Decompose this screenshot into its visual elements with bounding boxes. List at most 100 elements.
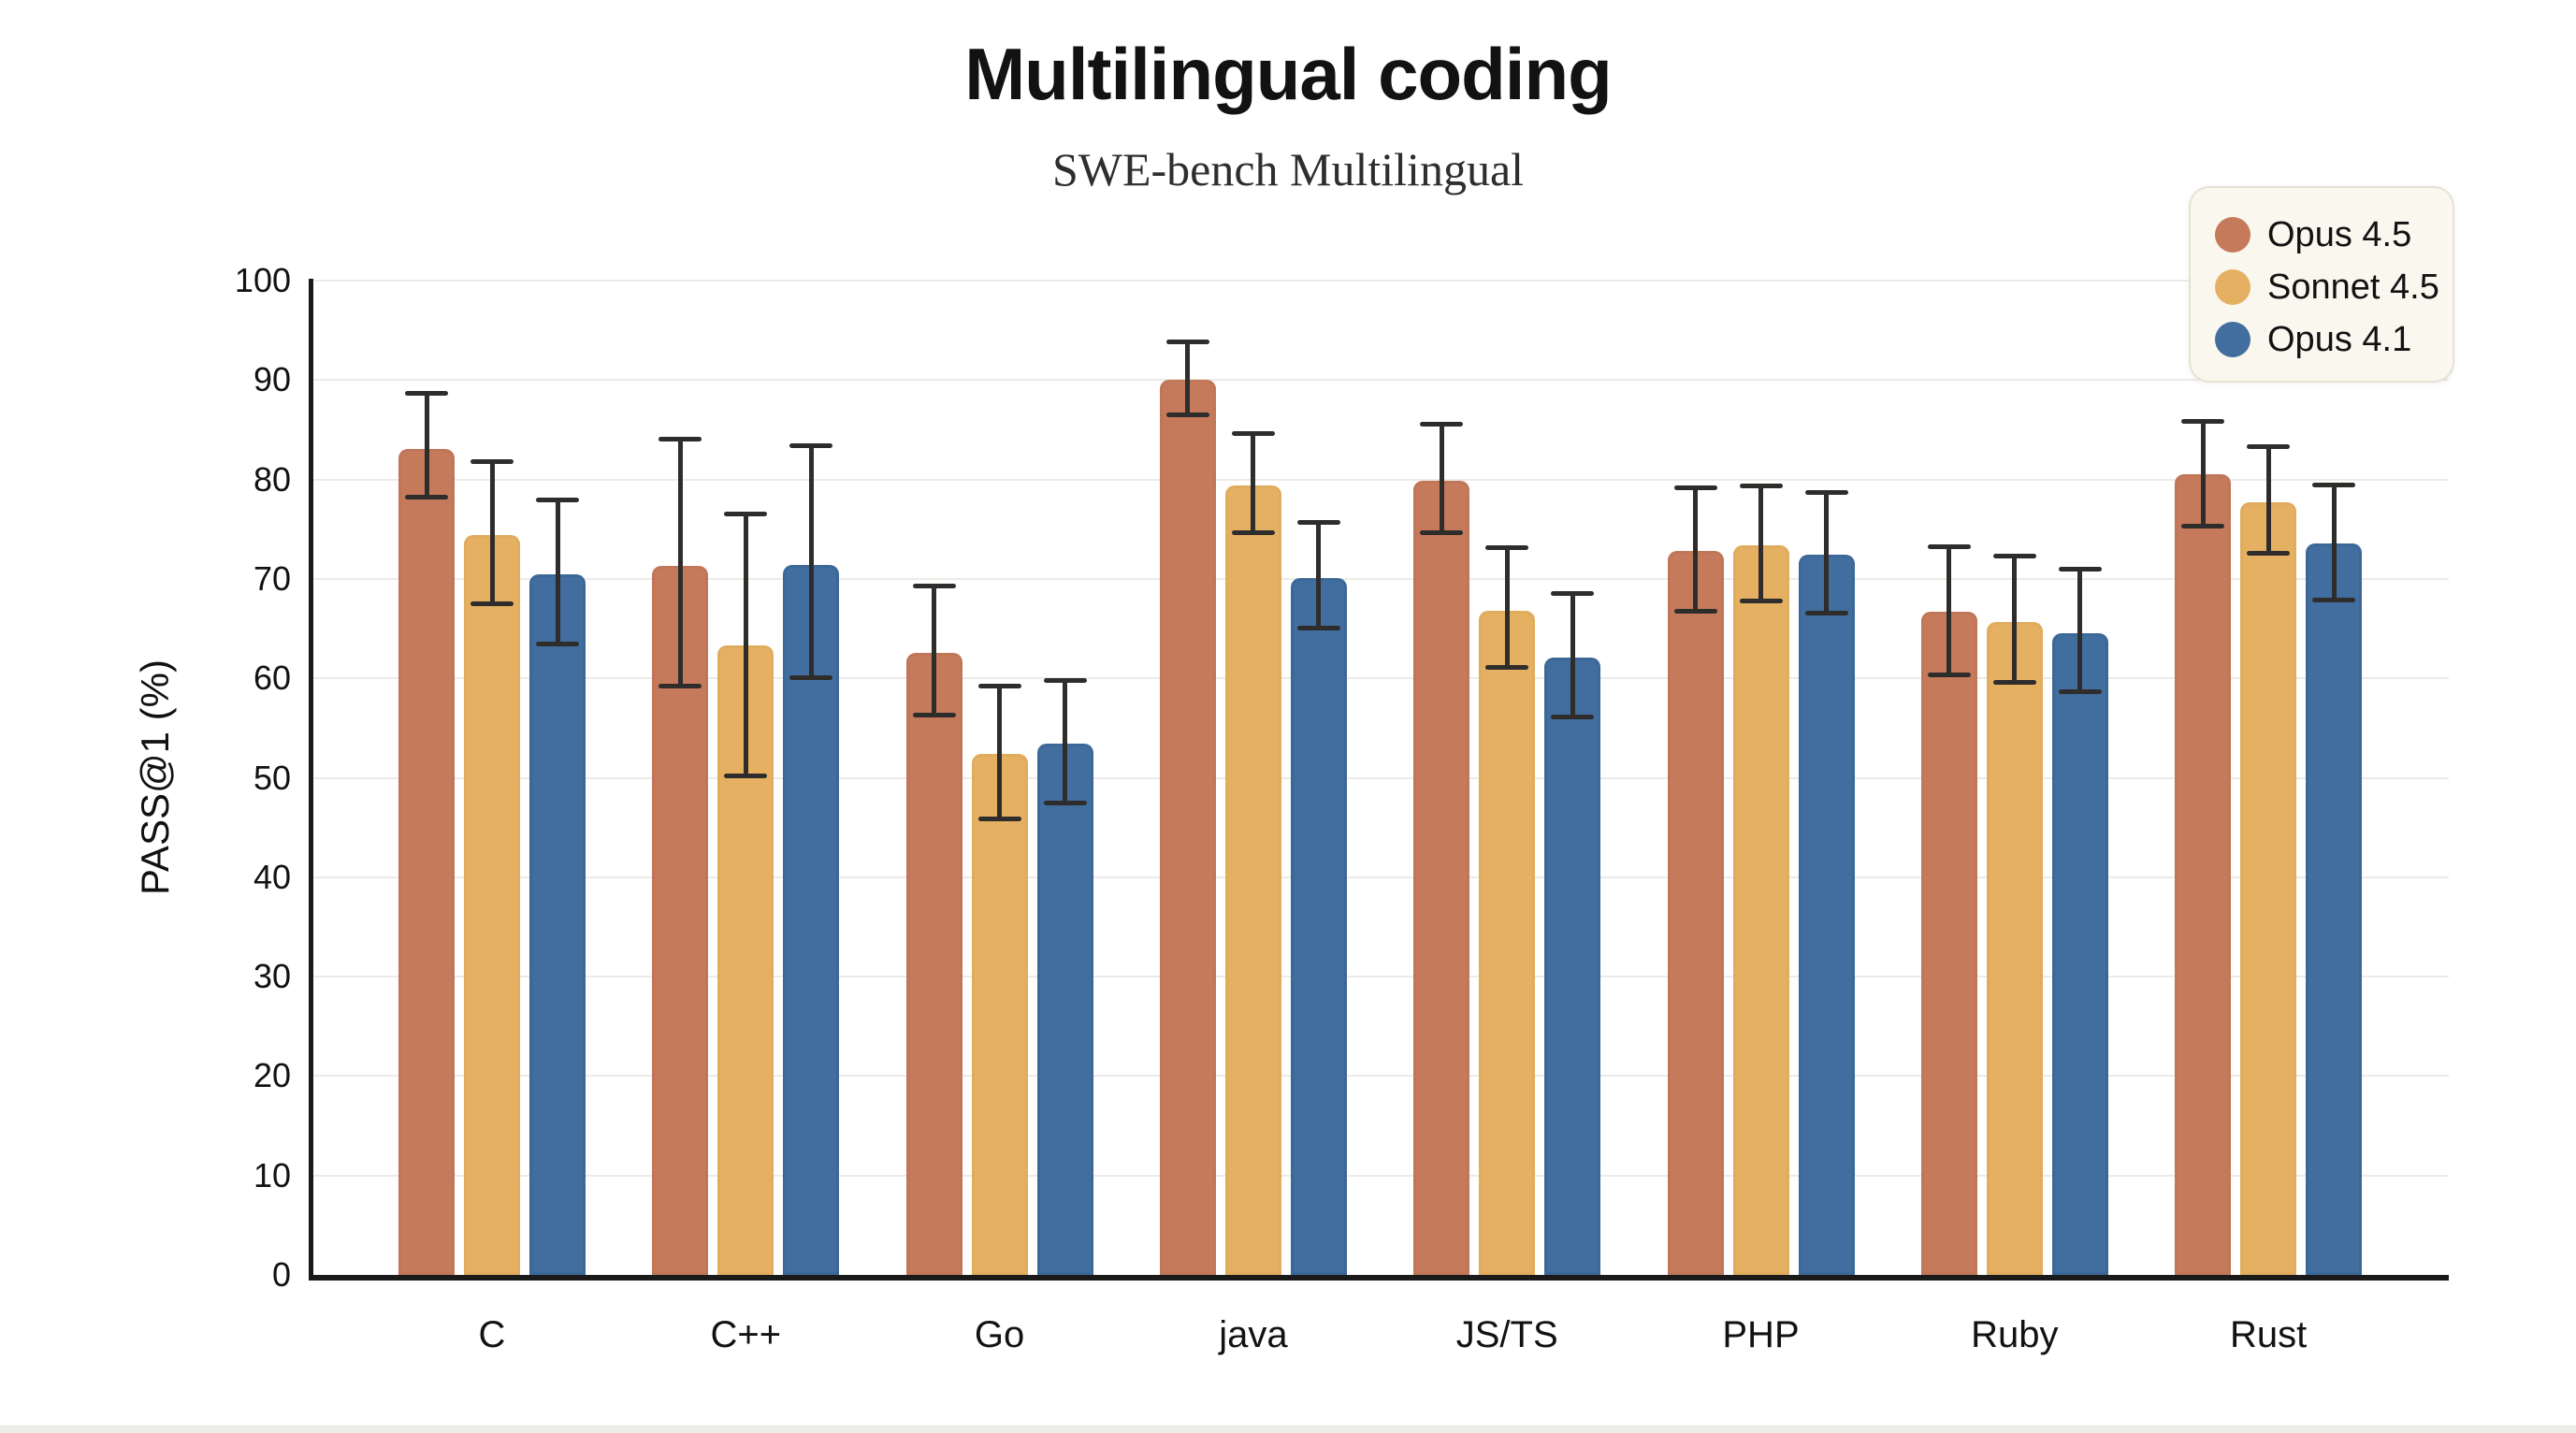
bar-opus-4-1-c-	[783, 565, 840, 1275]
error-bar	[555, 497, 560, 647]
gridline	[311, 776, 2449, 779]
error-cap-bottom	[1043, 801, 1087, 806]
error-cap-bottom	[405, 494, 448, 499]
bar-opus-4-1-php	[1798, 555, 1855, 1275]
error-bar	[808, 443, 814, 681]
bar-opus-4-5-js-ts	[1413, 480, 1470, 1275]
y-tick-label: 60	[253, 659, 291, 698]
error-bar	[932, 584, 937, 717]
error-cap-bottom	[2312, 598, 2356, 603]
bar-opus-4-1-ruby	[2051, 633, 2108, 1275]
error-cap-bottom	[470, 601, 514, 606]
x-tick-label: Go	[974, 1314, 1025, 1355]
error-cap-bottom	[1231, 530, 1275, 536]
error-cap-top	[2312, 482, 2356, 487]
y-tick-label: 100	[234, 261, 291, 299]
error-cap-bottom	[912, 712, 956, 717]
error-bar	[997, 683, 1003, 822]
error-cap-top	[1420, 421, 1464, 427]
error-bar	[1504, 544, 1510, 670]
bar-sonnet-4-5-c	[464, 535, 520, 1275]
bar-sonnet-4-5-js-ts	[1479, 610, 1536, 1275]
chart-subtitle: SWE-bench Multilingual	[1051, 143, 1525, 195]
error-cap-bottom	[1927, 673, 1971, 678]
gridline	[311, 1174, 2449, 1177]
error-bar	[1251, 430, 1256, 536]
error-cap-top	[536, 497, 579, 502]
bar-sonnet-4-5-rust	[2240, 502, 2297, 1275]
error-cap-bottom	[1739, 599, 1783, 604]
error-cap-bottom	[724, 773, 768, 778]
error-cap-top	[1485, 544, 1529, 550]
legend-item: Sonnet 4.5	[2191, 261, 2453, 313]
plot-area	[309, 279, 2449, 1281]
error-cap-top	[1043, 678, 1087, 684]
y-tick-label: 10	[253, 1155, 291, 1194]
x-tick-label: Ruby	[1971, 1314, 2059, 1355]
bar-sonnet-4-5-java	[1224, 485, 1281, 1275]
error-bar	[2012, 554, 2018, 685]
gridline	[311, 280, 2449, 282]
legend-label: Opus 4.1	[2267, 320, 2412, 359]
error-cap-top	[724, 511, 768, 516]
error-cap-top	[789, 443, 833, 449]
error-bar	[2331, 482, 2337, 603]
bar-opus-4-5-php	[1667, 551, 1724, 1275]
error-bar	[677, 436, 683, 688]
error-cap-top	[2181, 418, 2225, 424]
bar-opus-4-1-rust	[2306, 543, 2363, 1275]
x-tick-label: JS/TS	[1455, 1314, 1558, 1355]
error-cap-bottom	[1673, 609, 1717, 615]
error-bar	[424, 390, 429, 499]
gridline	[311, 1075, 2449, 1078]
error-bar	[1946, 543, 1952, 678]
bar-opus-4-1-go	[1036, 744, 1093, 1275]
error-cap-top	[912, 584, 956, 589]
bar-opus-4-5-go	[905, 652, 962, 1275]
error-bar	[1693, 485, 1698, 615]
error-cap-top	[1992, 554, 2036, 559]
x-tick-label: PHP	[1722, 1314, 1800, 1355]
legend-label: Sonnet 4.5	[2267, 268, 2439, 307]
error-cap-top	[1739, 483, 1783, 488]
error-cap-bottom	[536, 642, 579, 647]
legend-swatch-icon	[2215, 322, 2250, 357]
gridline	[311, 876, 2449, 878]
y-axis-line	[309, 279, 313, 1281]
bar-opus-4-5-rust	[2175, 474, 2232, 1275]
gridline	[311, 976, 2449, 978]
x-tick-label: C++	[710, 1314, 782, 1355]
error-bar	[743, 511, 748, 778]
bar-opus-4-1-js-ts	[1544, 657, 1601, 1275]
gridline	[311, 577, 2449, 580]
error-bar	[489, 459, 495, 606]
bar-opus-4-5-ruby	[1920, 611, 1977, 1275]
error-cap-top	[2247, 444, 2291, 450]
legend-swatch-icon	[2215, 217, 2250, 253]
error-cap-bottom	[658, 683, 702, 688]
error-cap-bottom	[1420, 530, 1464, 536]
error-cap-top	[405, 390, 448, 396]
gridline	[311, 677, 2449, 680]
error-cap-bottom	[977, 817, 1021, 822]
error-bar	[1824, 490, 1829, 616]
error-bar	[2200, 418, 2206, 528]
bar-sonnet-4-5-go	[971, 753, 1028, 1275]
x-tick-label: Rust	[2229, 1314, 2308, 1355]
y-tick-label: 40	[253, 857, 291, 896]
error-bar	[1439, 421, 1444, 536]
y-tick-label: 50	[253, 758, 291, 797]
legend: Opus 4.5 Sonnet 4.5 Opus 4.1	[2189, 186, 2454, 383]
x-tick-label: C	[478, 1314, 506, 1355]
gridline	[311, 379, 2449, 382]
y-tick-label: 20	[253, 1056, 291, 1095]
error-bar	[1185, 339, 1191, 417]
legend-label: Opus 4.5	[2267, 215, 2412, 254]
bar-opus-4-1-java	[1290, 577, 1347, 1275]
x-tick-label: java	[1219, 1314, 1288, 1355]
bar-opus-4-5-c	[398, 448, 455, 1275]
bar-opus-4-5-java	[1159, 380, 1216, 1275]
y-tick-label: 80	[253, 459, 291, 499]
error-bar	[1063, 678, 1068, 806]
bar-opus-4-1-c	[529, 573, 586, 1275]
